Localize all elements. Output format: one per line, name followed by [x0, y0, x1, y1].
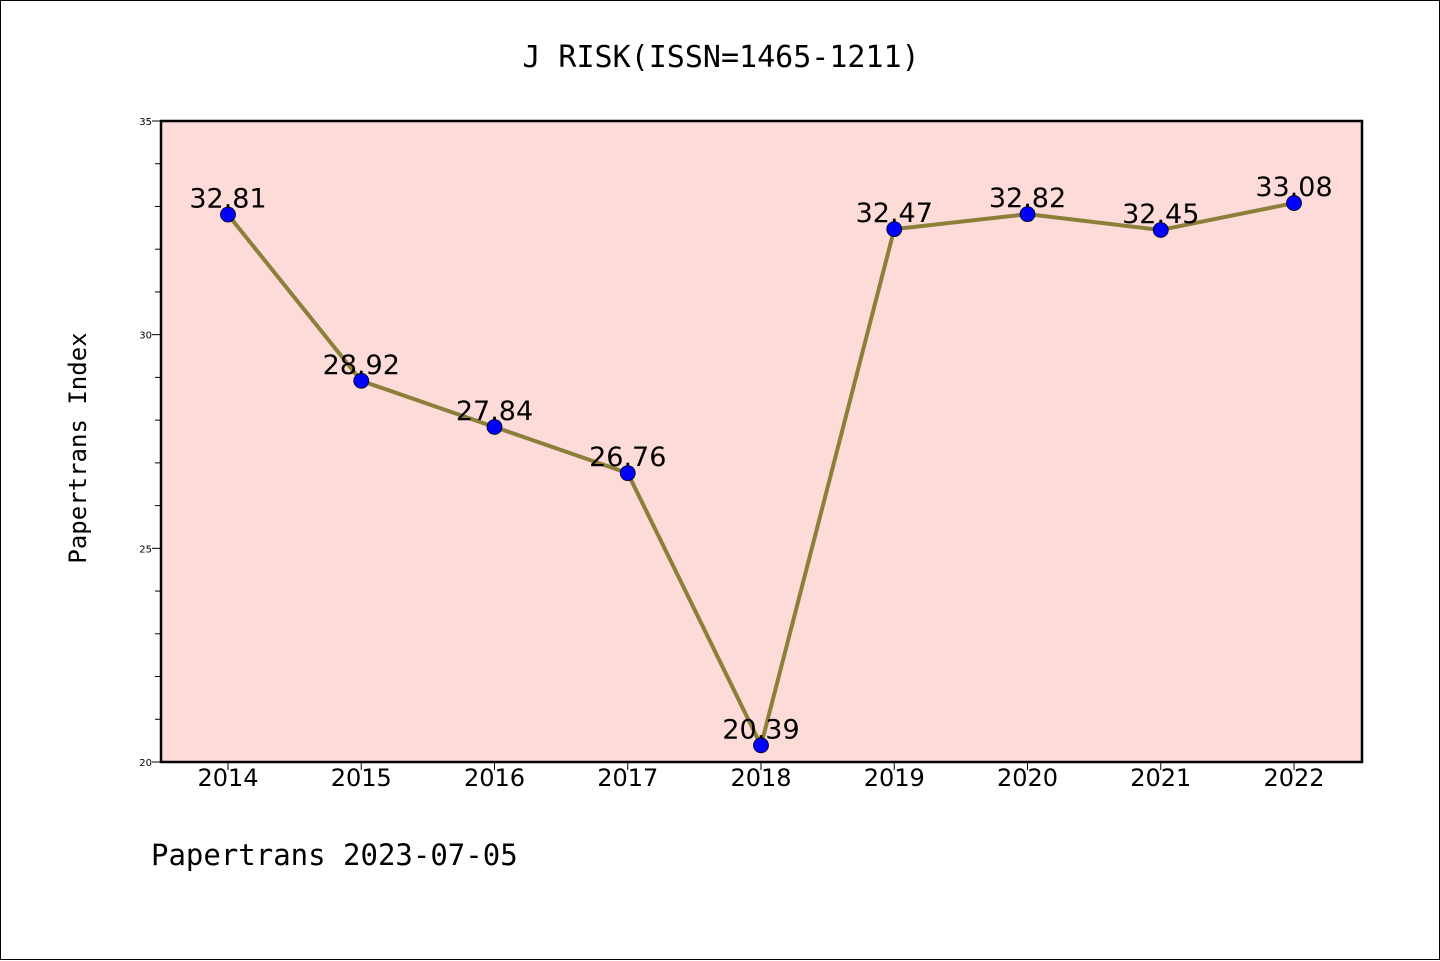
x-tick-label: 2016: [464, 764, 525, 792]
y-tick-label: 25: [139, 544, 152, 555]
data-point: [486, 419, 503, 435]
data-label: 32.45: [1122, 199, 1199, 230]
x-tick-label: 2015: [331, 764, 392, 792]
y-tick-label: 20: [139, 758, 152, 769]
footer-text: Papertrans 2023-07-05: [151, 838, 518, 872]
data-label: 28.92: [323, 350, 400, 381]
data-point: [619, 465, 636, 482]
data-point: [1152, 222, 1169, 238]
y-tick-label: 35: [139, 117, 152, 128]
data-point: [1286, 195, 1302, 211]
y-tick-label: 30: [139, 331, 152, 342]
x-tick-label: 2018: [730, 764, 791, 792]
axis-ticks: 20 25 30 35 2014 2015 2016 2017 2018 2019 2020 2021…: [139, 117, 1324, 792]
series: 32.81 28.92 27.84 26.76 20.39 32.47 32.82 32.45…: [189, 172, 1333, 754]
data-point: [220, 206, 236, 223]
data-label: 26.76: [589, 442, 666, 473]
data-point: [753, 737, 769, 754]
chart-title: J RISK(ISSN=1465-1211): [522, 40, 919, 75]
data-label: 32.82: [989, 183, 1066, 214]
data-point: [886, 221, 903, 238]
data-label: 32.47: [856, 198, 933, 229]
data-label: 32.81: [189, 184, 266, 215]
x-tick-label: 2022: [1263, 764, 1324, 792]
data-point: [353, 372, 370, 389]
x-tick-label: 2017: [597, 764, 658, 792]
data-point: [1019, 206, 1036, 223]
x-tick-label: 2014: [197, 764, 258, 792]
x-tick-label: 2021: [1130, 764, 1191, 792]
x-tick-label: 2019: [864, 764, 925, 792]
data-label: 20.39: [722, 714, 799, 745]
data-label: 33.08: [1255, 172, 1332, 203]
data-label: 27.84: [456, 396, 533, 427]
x-tick-label: 2020: [997, 764, 1058, 792]
y-axis-label: Papertrans Index: [64, 332, 92, 563]
